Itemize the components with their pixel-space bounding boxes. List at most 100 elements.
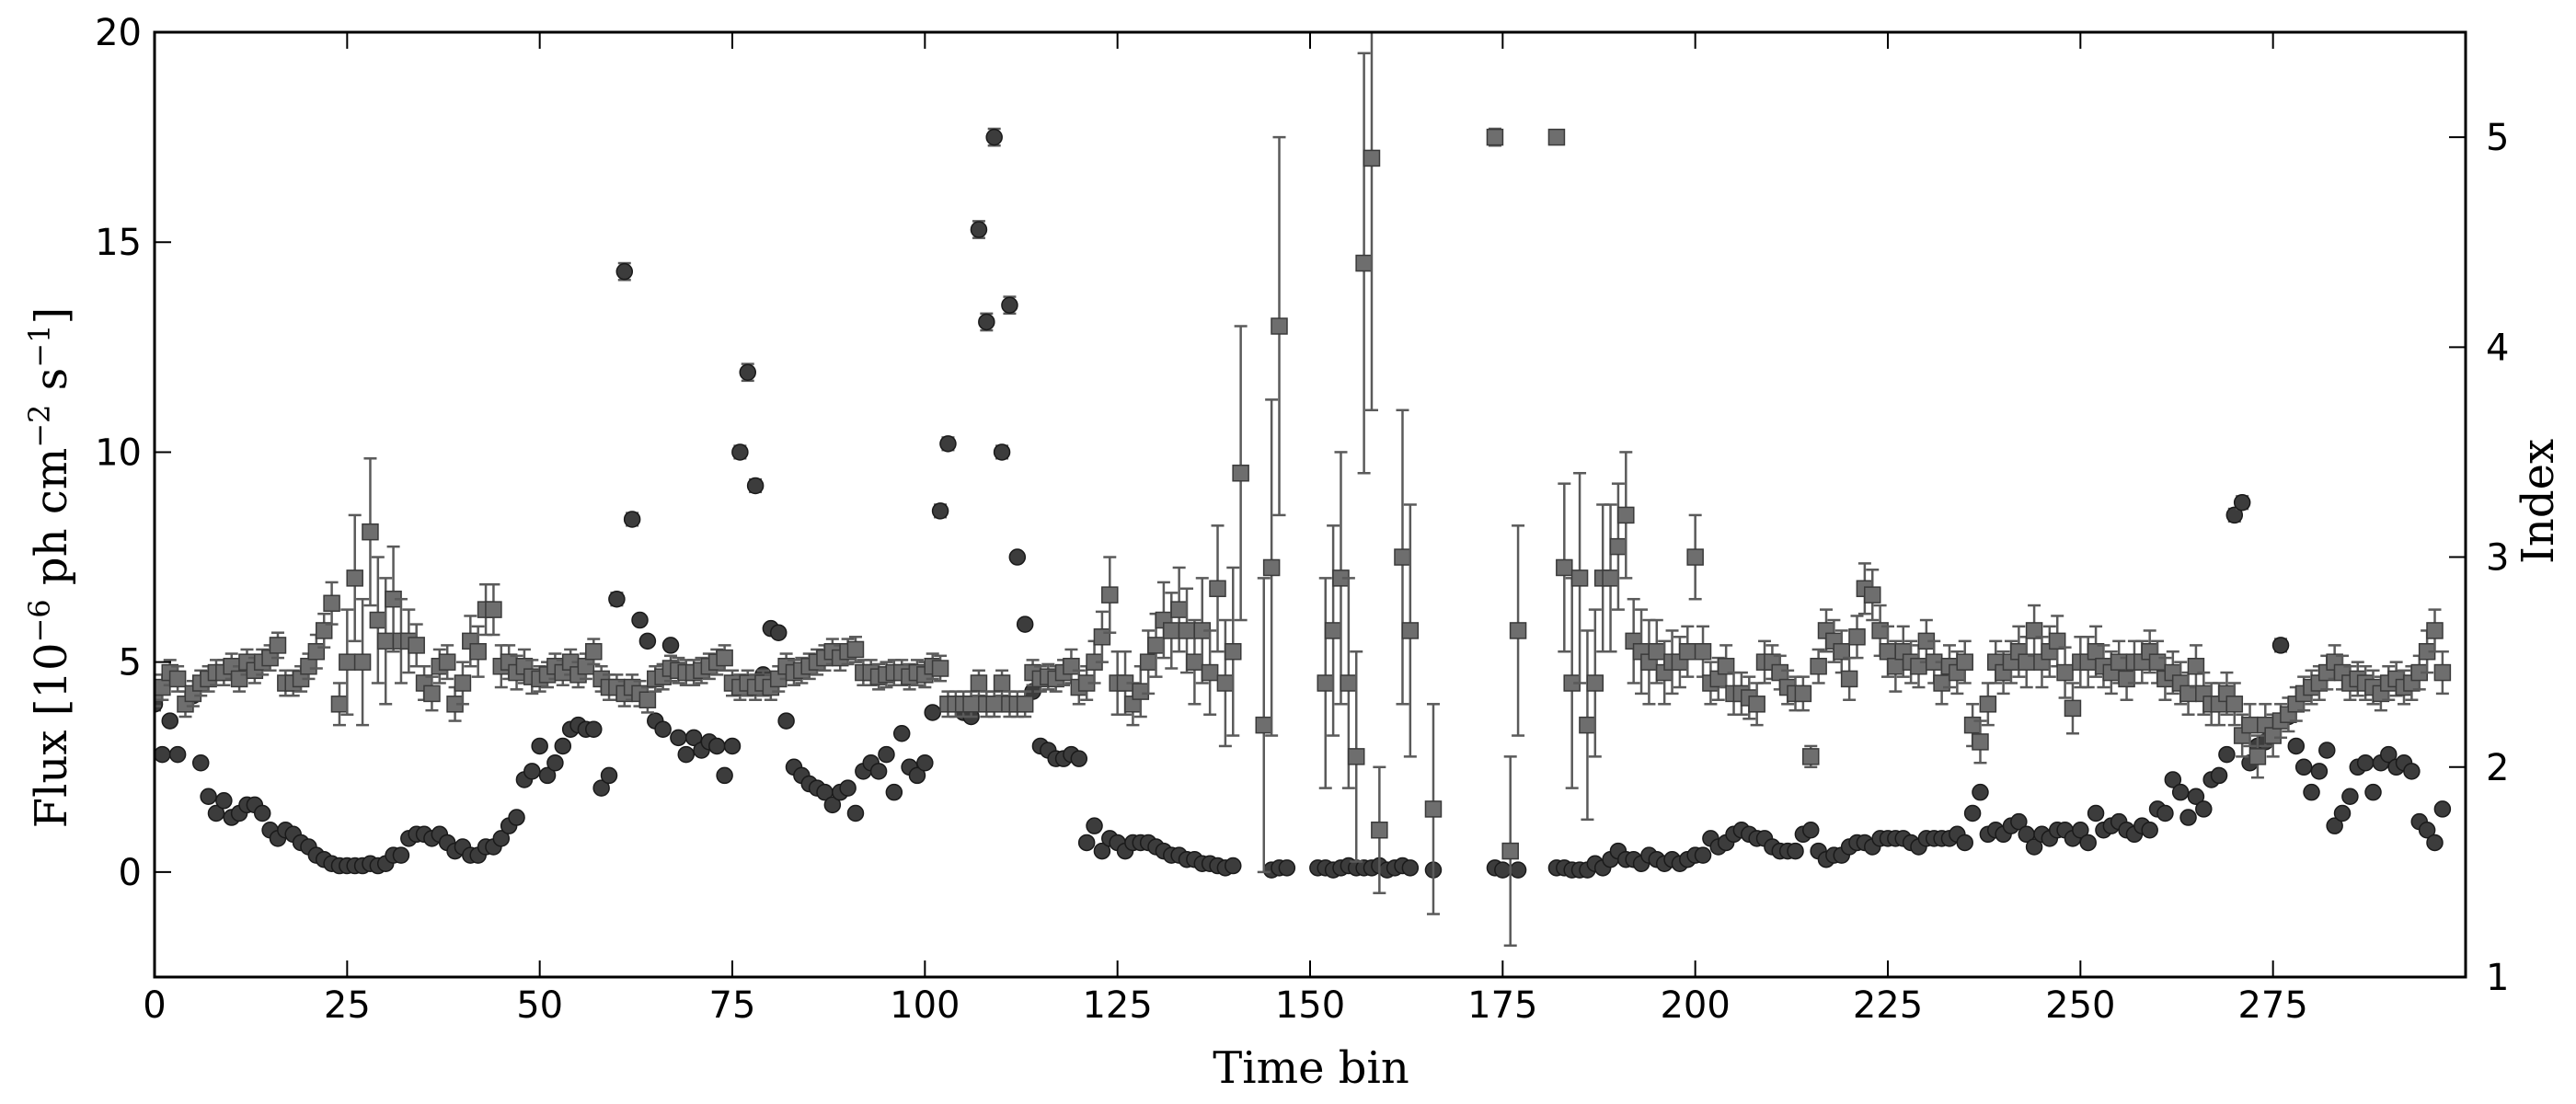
x-tick-label: 225 — [1853, 984, 1923, 1027]
index-point — [1910, 657, 1927, 675]
index-point — [1317, 674, 1334, 692]
flux-point — [2318, 742, 2336, 759]
index-point — [1139, 653, 1157, 671]
index-point — [269, 637, 287, 654]
flux-point — [746, 477, 765, 495]
y-axis-right-title: Index — [2513, 439, 2564, 564]
flux-point — [1963, 804, 1982, 822]
index-point — [638, 691, 657, 708]
flux-point — [908, 766, 926, 785]
flux-series — [155, 127, 2452, 879]
index-point — [339, 653, 356, 671]
index-point — [2118, 670, 2135, 688]
y-axis-left-title: Flux [10−6 ph cm−2 s−1] — [22, 307, 77, 828]
index-point — [2248, 748, 2267, 765]
flux-point — [684, 729, 703, 747]
index-point — [369, 611, 387, 629]
flux-point — [2433, 800, 2452, 818]
flux-point — [2294, 758, 2313, 776]
y-left-title-part: ph cm — [26, 448, 77, 600]
index-point — [1609, 537, 1627, 556]
index-point — [2148, 653, 2167, 671]
flux-point — [878, 745, 895, 764]
index-point — [1232, 465, 1249, 482]
y-left-title-exponent: −1 — [22, 325, 57, 368]
index-point — [1394, 548, 1411, 566]
flux-point — [2210, 766, 2228, 785]
flux-point — [846, 804, 865, 822]
y-left-title-part: Flux [10 — [26, 643, 77, 829]
flux-point — [2195, 800, 2213, 818]
index-point — [1216, 674, 1235, 692]
y-left-tick-label: 10 — [95, 431, 142, 474]
flux-point — [1086, 817, 1103, 834]
flux-point — [839, 779, 857, 797]
flux-point — [1077, 834, 1096, 852]
index-point — [376, 632, 395, 650]
index-point — [1871, 622, 1889, 639]
flux-point — [1956, 834, 1973, 852]
flux-point — [677, 745, 696, 764]
index-point — [423, 684, 441, 703]
index-point — [408, 637, 425, 654]
flux-point — [939, 435, 957, 453]
index-point — [1879, 643, 1897, 661]
flux-point — [2356, 753, 2375, 772]
index-point — [1424, 800, 1443, 818]
flux-point — [585, 720, 603, 738]
flux-point — [168, 745, 187, 764]
index-point — [1602, 569, 1619, 587]
index-point — [330, 696, 349, 713]
flux-point — [492, 830, 511, 847]
axis-ticks: 0 25 50 75 100 125 150 175 200 225 250 275051015201… — [95, 12, 2509, 1027]
index-point — [716, 649, 733, 667]
index-point — [230, 670, 248, 688]
index-point — [300, 657, 317, 675]
index-point — [1570, 569, 1589, 587]
index-point — [2048, 632, 2066, 650]
flux-point — [739, 363, 756, 381]
index-point — [1748, 696, 1765, 713]
index-point — [1694, 643, 1712, 661]
index-point — [485, 601, 502, 618]
index-point — [1063, 657, 1080, 675]
index-point — [1556, 558, 1573, 577]
flux-point — [931, 502, 949, 520]
index-point — [2025, 622, 2043, 639]
flux-point — [615, 262, 634, 281]
flux-point — [924, 704, 941, 721]
x-tick-label: 175 — [1467, 984, 1537, 1027]
flux-point — [2303, 783, 2320, 801]
index-point — [1679, 643, 1696, 661]
index-point — [168, 670, 187, 688]
index-point — [1810, 657, 1827, 675]
index-point — [2241, 716, 2259, 734]
y-right-tick-label: 5 — [2486, 117, 2509, 159]
index-point — [1340, 674, 1358, 692]
flux-point — [2010, 812, 2028, 831]
index-point — [1101, 586, 1119, 604]
flux-point — [600, 766, 618, 785]
flux-point — [916, 753, 934, 772]
index-point — [454, 674, 472, 692]
index-point — [1963, 716, 1982, 734]
index-point — [1093, 628, 1111, 646]
flux-point — [2141, 821, 2158, 839]
index-point — [1209, 580, 1226, 598]
index-point — [323, 594, 340, 613]
y-right-tick-label: 3 — [2486, 537, 2509, 580]
flux-point — [392, 846, 410, 864]
flux-point — [2418, 821, 2436, 839]
flux-point — [508, 809, 525, 826]
index-point — [1262, 558, 1281, 577]
flux-point — [2287, 737, 2306, 755]
flux-point — [531, 737, 548, 755]
index-point — [1147, 637, 1165, 654]
index-point — [1794, 684, 1812, 703]
flux-point — [1093, 842, 1111, 860]
flux-point — [1016, 615, 1034, 633]
x-tick-label: 75 — [709, 984, 756, 1027]
flux-point — [731, 443, 749, 461]
flux-point — [623, 511, 641, 528]
